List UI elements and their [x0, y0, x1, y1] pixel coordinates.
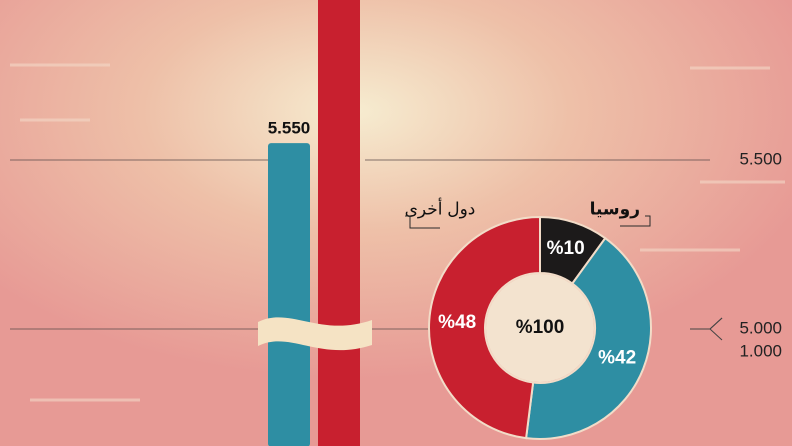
donut-hole [486, 274, 594, 382]
y-tick-label: 5.500 [739, 149, 782, 168]
donut-segment [428, 215, 541, 440]
segment-value-label: %10 [547, 238, 585, 259]
bar [318, 0, 360, 446]
bar [268, 143, 310, 446]
y-tick-label: 1.000 [739, 341, 782, 360]
axis-break-bracket [709, 317, 723, 341]
segment-value-label: %42 [598, 348, 636, 369]
bar-value-label: 5.550 [268, 119, 311, 138]
segment-name: دول أخرى [405, 197, 476, 218]
segment-name: روسيا [590, 199, 640, 219]
segment-value-label: %48 [438, 312, 476, 333]
center-label: %100 [516, 317, 565, 338]
y-tick-label: 5.000 [739, 318, 782, 337]
background-stripes [10, 63, 785, 402]
leader-lines [405, 215, 651, 229]
donut-segment [524, 236, 652, 440]
axis-break [258, 317, 372, 351]
bar-chart: 5.500 5.000 1.000 5.550 [10, 0, 782, 446]
